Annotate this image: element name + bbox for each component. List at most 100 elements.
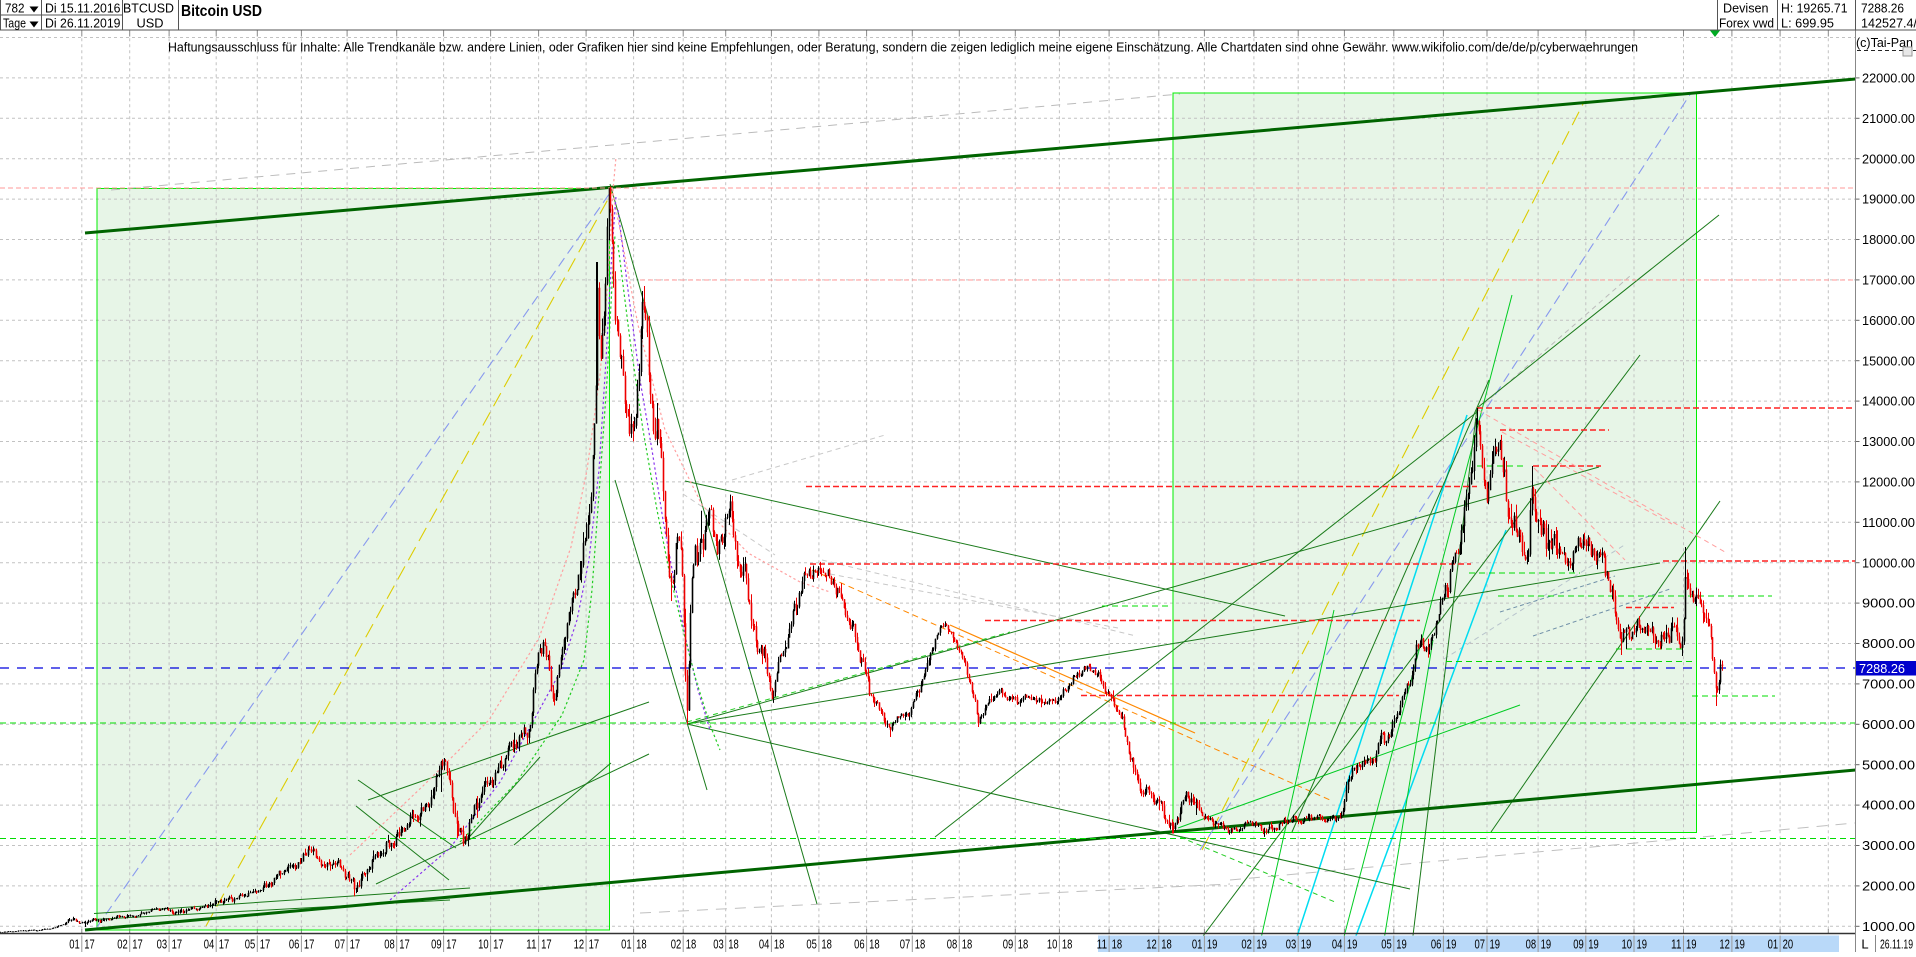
svg-text:09: 09 [1573, 937, 1584, 952]
svg-text:05: 05 [806, 937, 817, 952]
svg-text:07: 07 [1475, 937, 1486, 952]
svg-text:10: 10 [478, 937, 489, 952]
svg-text:02: 02 [1241, 937, 1252, 952]
svg-text:17: 17 [493, 937, 504, 952]
svg-text:18: 18 [728, 937, 739, 952]
svg-text:Haftungsausschluss für Inhalte: Haftungsausschluss für Inhalte: Alle Tre… [168, 41, 1638, 55]
svg-text:20000.00: 20000.00 [1862, 151, 1915, 166]
svg-text:17: 17 [219, 937, 230, 952]
svg-text:Di 15.11.2016: Di 15.11.2016 [45, 1, 121, 16]
svg-text:4000.00: 4000.00 [1862, 798, 1915, 813]
svg-text:L: 699.95: L: 699.95 [1781, 16, 1834, 31]
svg-text:19: 19 [1686, 937, 1697, 952]
svg-text:19: 19 [1256, 937, 1267, 952]
svg-text:Di 26.11.2019: Di 26.11.2019 [45, 16, 121, 31]
svg-text:19: 19 [1541, 937, 1552, 952]
svg-text:17: 17 [132, 937, 143, 952]
svg-text:17: 17 [260, 937, 271, 952]
svg-text:01: 01 [621, 937, 632, 952]
svg-text:6000.00: 6000.00 [1862, 717, 1915, 732]
svg-text:13000.00: 13000.00 [1862, 434, 1915, 449]
svg-text:07: 07 [335, 937, 346, 952]
svg-text:18: 18 [774, 937, 785, 952]
svg-text:17: 17 [589, 937, 600, 952]
svg-text:10000.00: 10000.00 [1862, 555, 1915, 570]
svg-text:19: 19 [1588, 937, 1599, 952]
svg-text:12000.00: 12000.00 [1862, 475, 1915, 490]
svg-text:Bitcoin USD: Bitcoin USD [181, 3, 262, 20]
svg-text:12: 12 [1719, 937, 1730, 952]
svg-text:11: 11 [1671, 937, 1682, 952]
svg-text:19: 19 [1347, 937, 1358, 952]
svg-text:3000.00: 3000.00 [1862, 838, 1915, 853]
svg-text:18: 18 [686, 937, 697, 952]
svg-text:19: 19 [1734, 937, 1745, 952]
svg-text:11: 11 [526, 937, 537, 952]
svg-text:19: 19 [1207, 937, 1218, 952]
svg-text:L: L [1861, 937, 1868, 952]
svg-text:09: 09 [1003, 937, 1014, 952]
svg-text:19000.00: 19000.00 [1862, 192, 1915, 207]
svg-text:142527.4/: 142527.4/ [1861, 16, 1916, 31]
svg-text:18: 18 [1112, 937, 1123, 952]
svg-text:06: 06 [854, 937, 865, 952]
svg-text:782: 782 [5, 1, 25, 16]
svg-text:02: 02 [117, 937, 128, 952]
svg-text:08: 08 [384, 937, 395, 952]
svg-text:2000.00: 2000.00 [1862, 879, 1915, 894]
svg-text:04: 04 [204, 937, 215, 952]
svg-text:17: 17 [172, 937, 183, 952]
svg-text:07: 07 [900, 937, 911, 952]
svg-text:17: 17 [304, 937, 315, 952]
svg-text:17: 17 [446, 937, 457, 952]
svg-text:05: 05 [245, 937, 256, 952]
svg-text:19: 19 [1490, 937, 1501, 952]
svg-text:19: 19 [1446, 937, 1457, 952]
svg-text:01: 01 [1768, 937, 1779, 952]
svg-text:16000.00: 16000.00 [1862, 313, 1915, 328]
svg-text:20: 20 [1783, 937, 1794, 952]
svg-text:18: 18 [636, 937, 647, 952]
svg-text:15000.00: 15000.00 [1862, 353, 1915, 368]
svg-text:11: 11 [1097, 937, 1108, 952]
svg-text:5000.00: 5000.00 [1862, 757, 1915, 772]
svg-text:04: 04 [1332, 937, 1343, 952]
svg-text:18000.00: 18000.00 [1862, 232, 1915, 247]
svg-text:17000.00: 17000.00 [1862, 273, 1915, 288]
svg-text:USD: USD [137, 16, 164, 31]
svg-text:18: 18 [1161, 937, 1172, 952]
svg-text:Tage: Tage [3, 16, 26, 31]
svg-text:08: 08 [947, 937, 958, 952]
svg-text:14000.00: 14000.00 [1862, 394, 1915, 409]
svg-text:Devisen: Devisen [1723, 1, 1769, 16]
svg-text:22000.00: 22000.00 [1862, 71, 1915, 86]
svg-text:7288.26: 7288.26 [1861, 1, 1904, 16]
svg-text:19: 19 [1301, 937, 1312, 952]
svg-text:08: 08 [1526, 937, 1537, 952]
svg-text:18: 18 [1062, 937, 1073, 952]
svg-text:21000.00: 21000.00 [1862, 111, 1915, 126]
svg-text:18: 18 [869, 937, 880, 952]
svg-text:06: 06 [1431, 937, 1442, 952]
svg-text:03: 03 [157, 937, 168, 952]
svg-text:8000.00: 8000.00 [1862, 636, 1915, 651]
svg-text:01: 01 [69, 937, 80, 952]
svg-text:18: 18 [821, 937, 832, 952]
svg-text:(c)Tai-Pan: (c)Tai-Pan [1856, 36, 1913, 50]
svg-text:11000.00: 11000.00 [1862, 515, 1915, 530]
svg-text:02: 02 [671, 937, 682, 952]
svg-text:18: 18 [915, 937, 926, 952]
svg-text:17: 17 [541, 937, 552, 952]
svg-text:7000.00: 7000.00 [1862, 677, 1915, 692]
svg-text:03: 03 [713, 937, 724, 952]
svg-text:06: 06 [289, 937, 300, 952]
svg-text:10: 10 [1047, 937, 1058, 952]
svg-text:Forex vwd: Forex vwd [1719, 16, 1774, 31]
svg-text:BTCUSD: BTCUSD [123, 1, 174, 16]
svg-text:19: 19 [1637, 937, 1648, 952]
svg-text:12: 12 [1146, 937, 1157, 952]
svg-text:05: 05 [1381, 937, 1392, 952]
svg-text:26.11.19: 26.11.19 [1880, 937, 1913, 952]
svg-text:10: 10 [1622, 937, 1633, 952]
svg-text:17: 17 [84, 937, 95, 952]
